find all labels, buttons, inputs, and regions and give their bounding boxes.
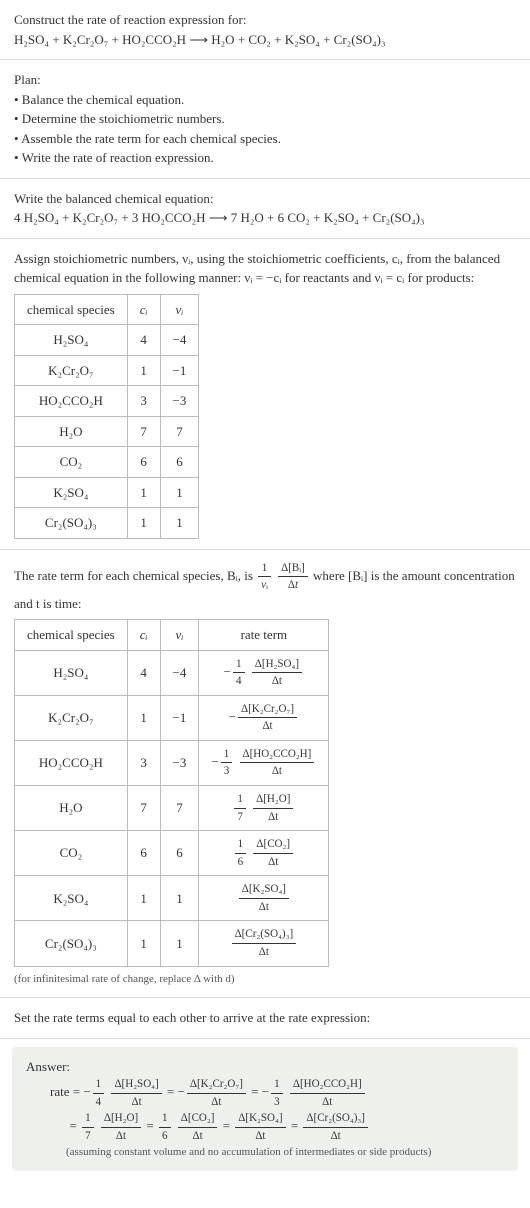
th-species: chemical species [15, 620, 128, 651]
answer-note: (assuming constant volume and no accumul… [26, 1144, 504, 1161]
cell: −3 [160, 740, 199, 785]
frac: 1νᵢ [258, 560, 271, 594]
table-row: K₂SO₄11 [15, 477, 199, 508]
cell: −4 [160, 325, 199, 356]
plan-item: • Balance the chemical equation. [14, 90, 516, 110]
cell: CO₂ [15, 831, 128, 876]
cell: 1 [160, 477, 199, 508]
rate-expression-line1: rate = −14 Δ[H₂SO₄]Δt = −Δ[K₂Cr₂O₇]Δt = … [26, 1076, 504, 1110]
cell: 4 [127, 650, 160, 695]
cell: 4 [127, 325, 160, 356]
plan-item: • Write the rate of reaction expression. [14, 148, 516, 168]
cell: −Δ[K₂Cr₂O₇]Δt [199, 695, 329, 740]
cell: −1 [160, 695, 199, 740]
prompt-equation: H₂SO₄ + K₂Cr₂O₇ + HO₂CCO₂H ⟶ H₂O + CO₂ +… [14, 30, 516, 50]
table-row: H₂O7717 Δ[H₂O]Δt [15, 786, 329, 831]
th-species: chemical species [15, 294, 128, 325]
cell: −14 Δ[H₂SO₄]Δt [199, 650, 329, 695]
cell: 1 [127, 921, 160, 966]
answer-label: Answer: [26, 1057, 504, 1077]
stoich-intro: Assign stoichiometric numbers, νᵢ, using… [14, 249, 516, 288]
cell: 1 [127, 508, 160, 539]
cell: 1 [127, 355, 160, 386]
answer-box: Answer: rate = −14 Δ[H₂SO₄]Δt = −Δ[K₂Cr₂… [12, 1047, 518, 1171]
stoich-section: Assign stoichiometric numbers, νᵢ, using… [0, 239, 530, 550]
cell: −4 [160, 650, 199, 695]
table-row: Cr₂(SO₄)₃11Δ[Cr₂(SO₄)₃]Δt [15, 921, 329, 966]
balanced-section: Write the balanced chemical equation: 4 … [0, 179, 530, 239]
plan-section: Plan: • Balance the chemical equation. •… [0, 60, 530, 179]
table-row: CO₂6616 Δ[CO₂]Δt [15, 831, 329, 876]
cell: 7 [127, 786, 160, 831]
balanced-title: Write the balanced chemical equation: [14, 189, 516, 209]
prompt-section: Construct the rate of reaction expressio… [0, 0, 530, 60]
plan-title: Plan: [14, 70, 516, 90]
rate-expression-line2: = 17 Δ[H₂O]Δt = 16 Δ[CO₂]Δt = Δ[K₂SO₄]Δt… [26, 1110, 504, 1144]
table-row: CO₂66 [15, 447, 199, 478]
th-rate: rate term [199, 620, 329, 651]
cell: 6 [160, 447, 199, 478]
cell: 6 [160, 831, 199, 876]
plan-item: • Determine the stoichiometric numbers. [14, 109, 516, 129]
cell: HO₂CCO₂H [15, 740, 128, 785]
cell: 7 [160, 786, 199, 831]
cell: 7 [127, 416, 160, 447]
cell: Δ[K₂SO₄]Δt [199, 876, 329, 921]
cell: −1 [160, 355, 199, 386]
cell: 6 [127, 447, 160, 478]
cell: 17 Δ[H₂O]Δt [199, 786, 329, 831]
th-ci: cᵢ [127, 294, 160, 325]
cell: H₂O [15, 416, 128, 447]
cell: −13 Δ[HO₂CCO₂H]Δt [199, 740, 329, 785]
table-row: HO₂CCO₂H3−3 [15, 386, 199, 417]
th-ci: cᵢ [127, 620, 160, 651]
cell: K₂Cr₂O₇ [15, 355, 128, 386]
plan-item: • Assemble the rate term for each chemic… [14, 129, 516, 149]
cell: K₂SO₄ [15, 477, 128, 508]
table-row: K₂SO₄11Δ[K₂SO₄]Δt [15, 876, 329, 921]
cell: 3 [127, 386, 160, 417]
cell: 1 [127, 695, 160, 740]
final-section: Set the rate terms equal to each other t… [0, 998, 530, 1039]
rateterm-intro: The rate term for each chemical species,… [14, 560, 516, 614]
cell: HO₂CCO₂H [15, 386, 128, 417]
frac: Δ[Bᵢ]Δt [278, 560, 308, 594]
cell: −3 [160, 386, 199, 417]
cell: H₂SO₄ [15, 650, 128, 695]
cell: K₂Cr₂O₇ [15, 695, 128, 740]
intro-text: The rate term for each chemical species,… [14, 568, 256, 583]
rate-note: (for infinitesimal rate of change, repla… [14, 971, 516, 988]
table-row: K₂Cr₂O₇1−1 [15, 355, 199, 386]
th-vi: νᵢ [160, 620, 199, 651]
balanced-equation: 4 H₂SO₄ + K₂Cr₂O₇ + 3 HO₂CCO₂H ⟶ 7 H₂O +… [14, 208, 516, 228]
cell: Cr₂(SO₄)₃ [15, 921, 128, 966]
table-row: H₂SO₄4−4 [15, 325, 199, 356]
prompt-line: Construct the rate of reaction expressio… [14, 10, 516, 30]
cell: K₂SO₄ [15, 876, 128, 921]
cell: Cr₂(SO₄)₃ [15, 508, 128, 539]
table-row: HO₂CCO₂H3−3−13 Δ[HO₂CCO₂H]Δt [15, 740, 329, 785]
final-text: Set the rate terms equal to each other t… [14, 1008, 516, 1028]
cell: 6 [127, 831, 160, 876]
cell: CO₂ [15, 447, 128, 478]
cell: 3 [127, 740, 160, 785]
cell: H₂O [15, 786, 128, 831]
cell: Δ[Cr₂(SO₄)₃]Δt [199, 921, 329, 966]
th-vi: νᵢ [160, 294, 199, 325]
stoich-table: chemical species cᵢ νᵢ H₂SO₄4−4 K₂Cr₂O₇1… [14, 294, 199, 539]
cell: 7 [160, 416, 199, 447]
cell: 1 [160, 508, 199, 539]
cell: 1 [160, 876, 199, 921]
rateterm-table: chemical species cᵢ νᵢ rate term H₂SO₄4−… [14, 619, 329, 966]
table-row: H₂O77 [15, 416, 199, 447]
table-row: H₂SO₄4−4−14 Δ[H₂SO₄]Δt [15, 650, 329, 695]
cell: 1 [127, 876, 160, 921]
rateterm-section: The rate term for each chemical species,… [0, 550, 530, 999]
cell: 16 Δ[CO₂]Δt [199, 831, 329, 876]
cell: 1 [127, 477, 160, 508]
cell: 1 [160, 921, 199, 966]
cell: H₂SO₄ [15, 325, 128, 356]
table-row: K₂Cr₂O₇1−1−Δ[K₂Cr₂O₇]Δt [15, 695, 329, 740]
table-row: Cr₂(SO₄)₃11 [15, 508, 199, 539]
